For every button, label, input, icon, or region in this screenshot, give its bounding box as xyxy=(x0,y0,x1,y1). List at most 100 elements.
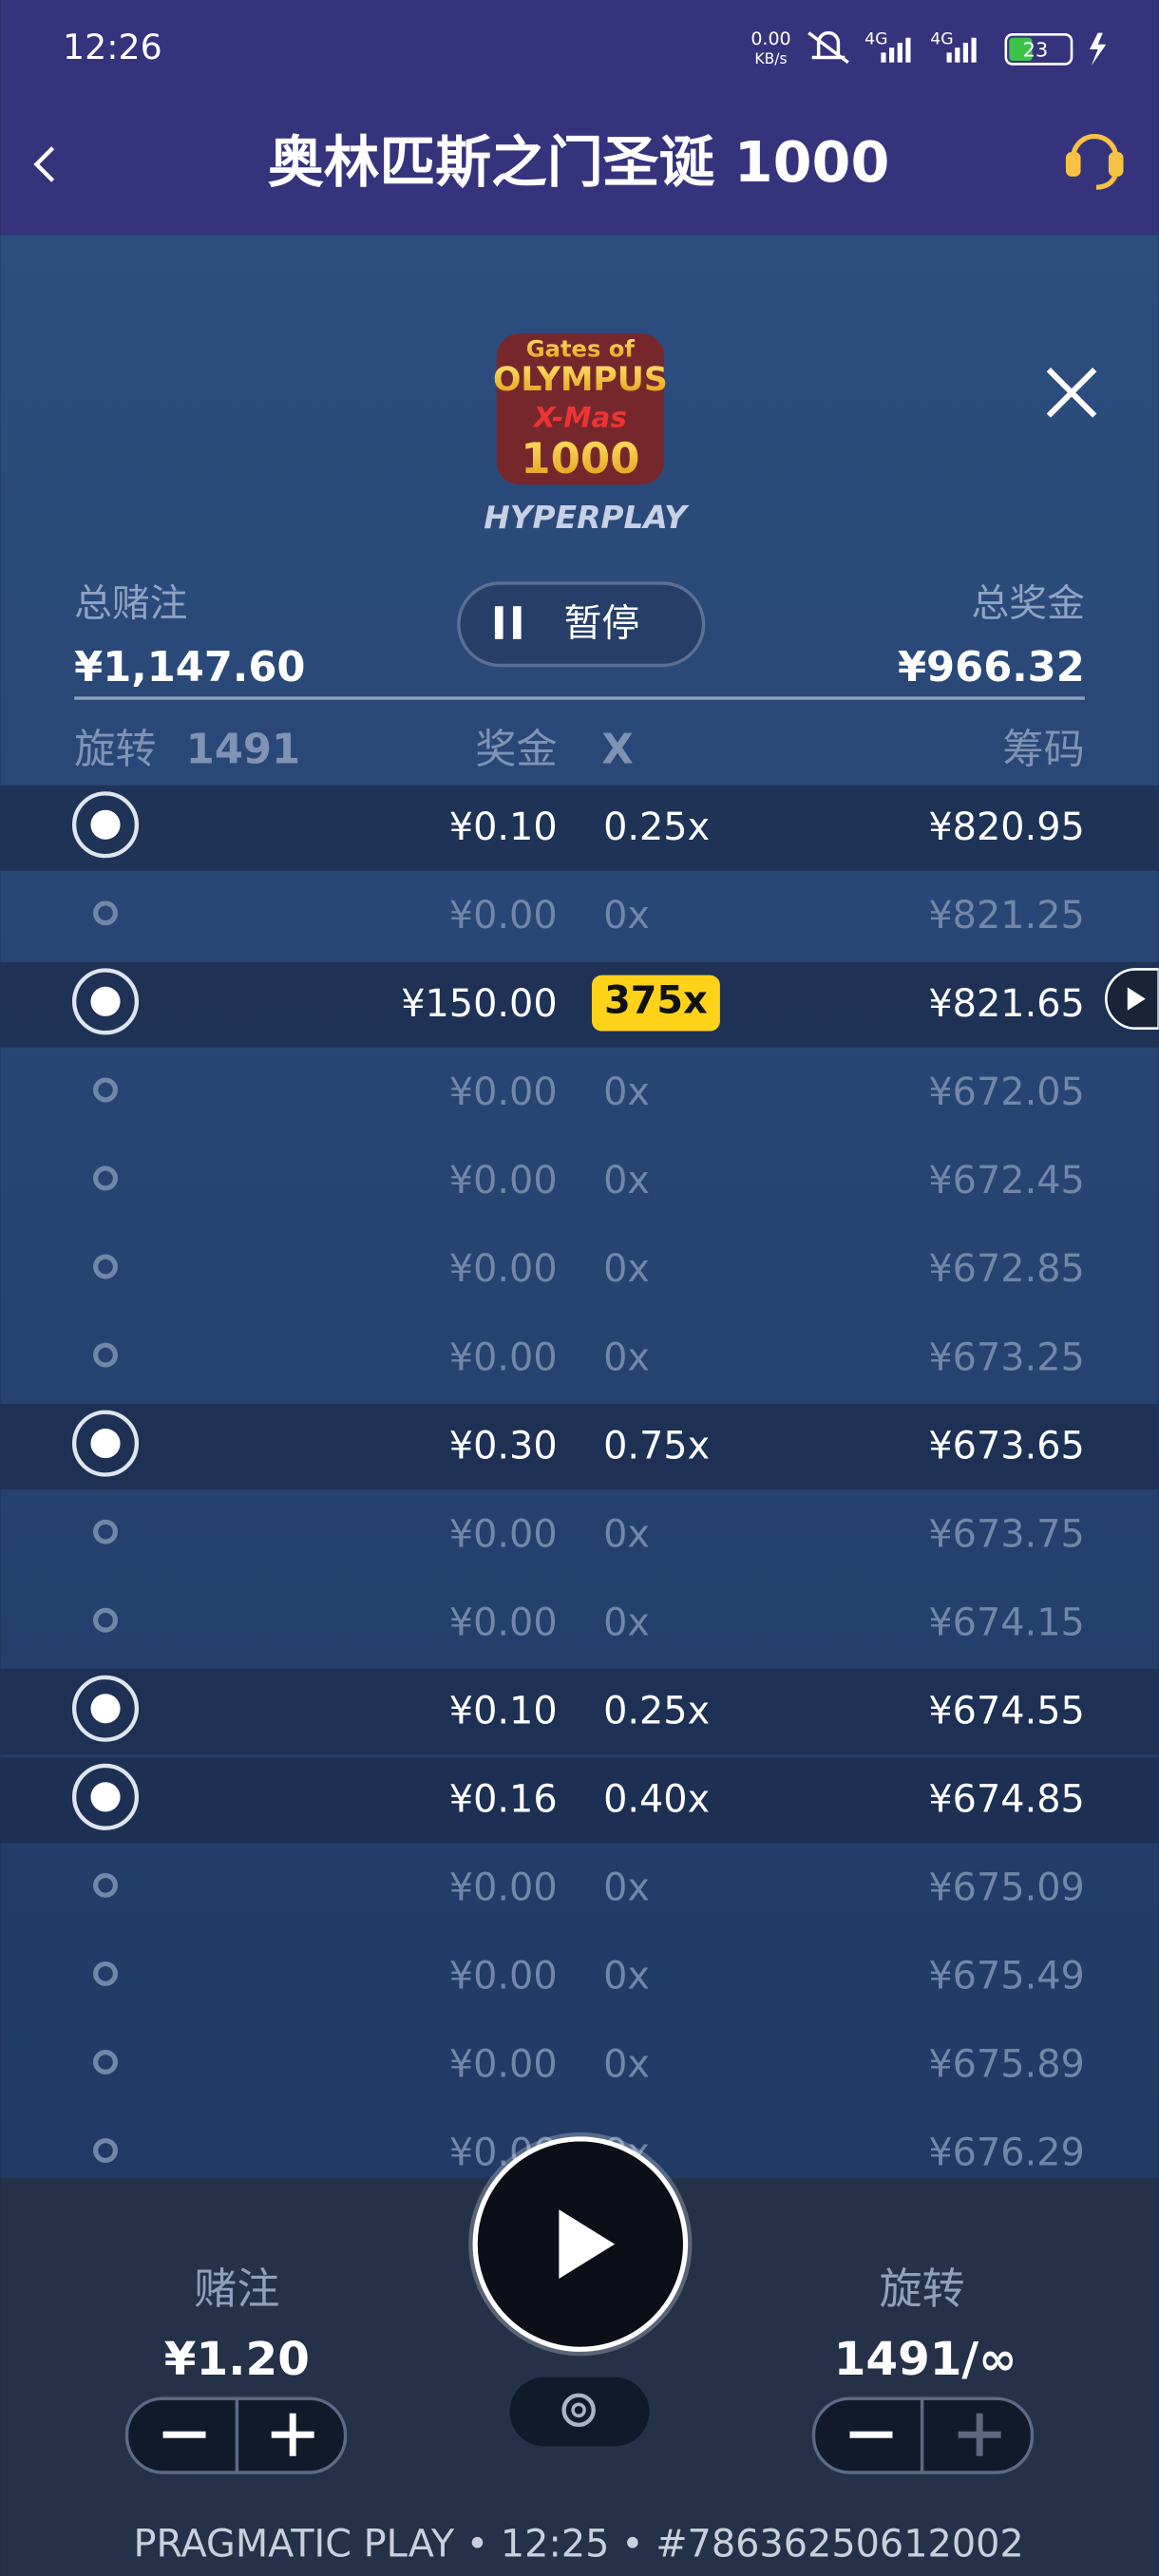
settings-button[interactable] xyxy=(509,2377,650,2447)
row-balance: ¥674.15 xyxy=(928,1601,1084,1644)
row-icon xyxy=(71,1410,140,1477)
row-icon xyxy=(90,1429,121,1459)
battery-level xyxy=(1009,37,1033,61)
row-balance: ¥673.75 xyxy=(928,1512,1084,1556)
row-highlight xyxy=(0,961,1159,1048)
spin-row[interactable]: ¥0.00 0x ¥675.49 xyxy=(93,1955,1085,1998)
plus-button[interactable] xyxy=(958,2413,1001,2456)
header-bg xyxy=(0,0,1159,236)
signal-bars xyxy=(946,37,977,63)
bet-value: ¥1.20 xyxy=(164,2333,310,2386)
row-icon xyxy=(93,1165,118,1191)
row-win: ¥0.10 xyxy=(449,1689,558,1733)
row-win: ¥0.00 xyxy=(449,1512,558,1556)
row-multiplier: 0x xyxy=(603,1159,650,1203)
spin-row[interactable]: ¥0.30 0.75x ¥673.65 xyxy=(0,1404,1159,1490)
signal-label: 4G xyxy=(930,30,953,49)
column-header: 旋转 xyxy=(74,727,156,774)
row-icon xyxy=(93,900,118,926)
signal-label: 4G xyxy=(864,30,887,49)
footer: PRAGMATIC PLAY • 12:25 • #78636250612002 xyxy=(134,2522,1024,2566)
row-balance: ¥676.29 xyxy=(928,2131,1084,2175)
row-multiplier: 0x xyxy=(603,2043,650,2087)
row-multiplier: 0x xyxy=(603,894,650,938)
row-multiplier: 0.25x xyxy=(603,1689,710,1733)
spin-row[interactable]: ¥0.16 0.40x ¥674.85 xyxy=(0,1757,1159,1844)
plus-button[interactable] xyxy=(271,2413,314,2456)
row-multiplier: 375x xyxy=(604,979,708,1023)
spin-row[interactable]: ¥0.00 0x ¥672.45 xyxy=(93,1159,1085,1203)
label: 总赌注 xyxy=(74,582,187,626)
net-speed: 0.00 xyxy=(750,28,790,49)
spin-button[interactable] xyxy=(468,2132,693,2357)
spin-row[interactable]: ¥0.00 0x ¥821.25 xyxy=(93,894,1085,938)
support-icon[interactable] xyxy=(1065,133,1124,190)
row-win: ¥0.00 xyxy=(449,1955,558,1998)
row-icon xyxy=(90,809,121,840)
row-icon xyxy=(93,1519,118,1544)
charging-icon xyxy=(1090,32,1107,66)
row-multiplier: 0x xyxy=(603,1601,650,1644)
back-button[interactable] xyxy=(33,146,55,182)
spins-value: 1491/∞ xyxy=(834,2333,1017,2386)
column-header: X xyxy=(601,727,633,774)
replay-arrow xyxy=(1127,987,1146,1011)
spin-row[interactable]: ¥0.00 0x ¥675.89 xyxy=(93,2043,1085,2087)
row-win: ¥0.30 xyxy=(449,1424,558,1468)
spin-row[interactable]: ¥0.00 0x ¥675.09 xyxy=(93,1866,1085,1910)
spin-row[interactable]: ¥0.00 0x ¥673.75 xyxy=(93,1512,1085,1556)
row-balance: ¥672.45 xyxy=(928,1159,1084,1203)
row-multiplier: 0x xyxy=(603,1512,650,1556)
row-icon xyxy=(90,1782,121,1812)
spin-list: ¥0.10 0.25x ¥820.95 ¥0.00 0x ¥821.25 ¥150.00 37… xyxy=(0,785,1159,2175)
logo-text: 1000 xyxy=(521,433,639,483)
multiplier-badge xyxy=(591,975,720,1032)
row-icon xyxy=(93,1607,118,1633)
page-title: 奥林匹斯之门圣诞 1000 xyxy=(268,129,889,195)
panel-bg xyxy=(0,235,1159,2179)
row-balance: ¥821.25 xyxy=(928,894,1084,938)
row-balance: ¥673.65 xyxy=(928,1424,1084,1468)
row-win: ¥0.00 xyxy=(449,1159,558,1203)
spin-row[interactable]: ¥150.00 375x ¥821.65 xyxy=(0,961,1159,1048)
net-unit: KB/s xyxy=(754,50,787,67)
row-icon xyxy=(93,1872,118,1898)
row-win: ¥0.10 xyxy=(449,805,558,849)
spin-row[interactable]: ¥0.10 0.25x ¥674.55 xyxy=(0,1669,1159,1755)
logo-text: X-Mas xyxy=(532,402,627,434)
row-win: ¥0.00 xyxy=(449,1070,558,1114)
row-multiplier: 0.40x xyxy=(603,1778,710,1822)
row-icon xyxy=(71,1763,140,1830)
row-multiplier: 0x xyxy=(603,1866,650,1910)
row-icon xyxy=(90,1694,121,1724)
spin-row[interactable]: ¥0.00 0x ¥672.85 xyxy=(93,1247,1085,1291)
column-header: 筹码 xyxy=(1002,727,1084,774)
row-win: ¥0.00 xyxy=(449,894,558,938)
row-icon xyxy=(93,1077,118,1103)
row-multiplier: 0.25x xyxy=(603,805,710,849)
signal-bars xyxy=(881,37,911,63)
row-icon xyxy=(90,986,121,1016)
row-balance: ¥674.85 xyxy=(928,1778,1084,1822)
row-icon xyxy=(93,1342,118,1368)
spin-row[interactable]: ¥0.00 0x ¥674.15 xyxy=(93,1601,1085,1644)
battery-label: 23 xyxy=(1023,39,1048,62)
brand-text: HYPERPLAY xyxy=(484,499,690,536)
row-multiplier: 0x xyxy=(603,1955,650,1998)
row-balance: ¥674.55 xyxy=(928,1689,1084,1733)
mute-icon xyxy=(808,30,849,65)
row-icon xyxy=(93,1254,118,1279)
row-highlight xyxy=(0,1757,1159,1844)
row-icon xyxy=(93,2050,118,2074)
close-button[interactable] xyxy=(1046,368,1097,418)
spin-row[interactable]: ¥0.10 0.25x ¥820.95 xyxy=(0,785,1159,871)
spin-row[interactable]: ¥0.00 0x ¥672.05 xyxy=(93,1070,1085,1114)
row-highlight xyxy=(0,785,1159,871)
game-logo: Gates of OLYMPUS X-Mas 1000 HYPERPLAY xyxy=(484,333,690,536)
row-balance: ¥672.85 xyxy=(928,1247,1084,1291)
pause-button[interactable]: 暂停 xyxy=(457,581,706,668)
spin-row[interactable]: ¥0.00 0x ¥673.25 xyxy=(93,1335,1085,1379)
clock: 12:26 xyxy=(63,27,162,67)
row-win: ¥150.00 xyxy=(401,982,557,1026)
